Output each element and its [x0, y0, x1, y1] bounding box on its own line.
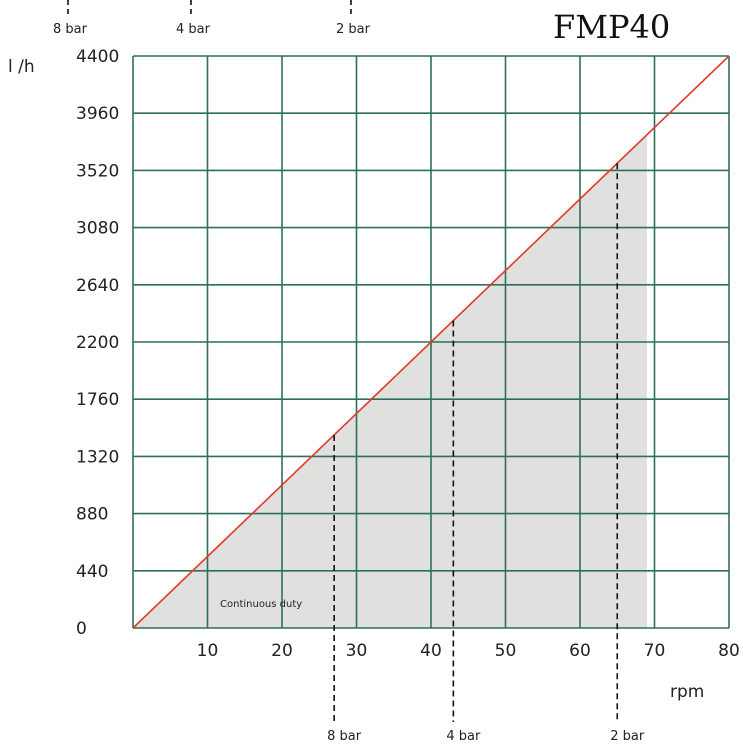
x-tick-label-40: 40 — [420, 641, 442, 661]
pressure-marker-label-0: 8 bar — [327, 729, 362, 744]
y-tick-label-0: 0 — [76, 619, 87, 639]
top-scale-label-2: 2 bar — [336, 22, 371, 37]
x-axis-label: rpm — [670, 682, 704, 702]
y-tick-label-440: 440 — [76, 562, 108, 582]
y-tick-label-1320: 1320 — [76, 447, 119, 467]
y-tick-label-4400: 4400 — [76, 47, 119, 67]
top-scale-label-1: 4 bar — [176, 22, 211, 37]
y-tick-label-2640: 2640 — [76, 276, 119, 296]
continuous-duty-label: Continuous duty — [220, 599, 302, 610]
x-tick-label-30: 30 — [346, 641, 368, 661]
y-tick-label-3520: 3520 — [76, 161, 119, 181]
y-tick-label-1760: 1760 — [76, 390, 119, 410]
x-tick-label-20: 20 — [271, 641, 293, 661]
x-tick-label-10: 10 — [197, 641, 219, 661]
x-tick-label-50: 50 — [495, 641, 517, 661]
y-tick-label-3080: 3080 — [76, 219, 119, 239]
x-tick-label-60: 60 — [569, 641, 591, 661]
chart-title: FMP40 — [553, 8, 670, 46]
top-scale-label-0: 8 bar — [53, 22, 88, 37]
series-line-0 — [132, 55, 730, 629]
x-tick-label-80: 80 — [718, 641, 740, 661]
y-tick-label-3960: 3960 — [76, 104, 119, 124]
pressure-marker-label-1: 4 bar — [446, 729, 481, 744]
pressure-marker-label-2: 2 bar — [610, 729, 645, 744]
y-tick-label-2200: 2200 — [76, 333, 119, 353]
y-tick-label-880: 880 — [76, 505, 108, 525]
x-tick-label-70: 70 — [644, 641, 666, 661]
y-axis-label: l /h — [8, 57, 35, 77]
